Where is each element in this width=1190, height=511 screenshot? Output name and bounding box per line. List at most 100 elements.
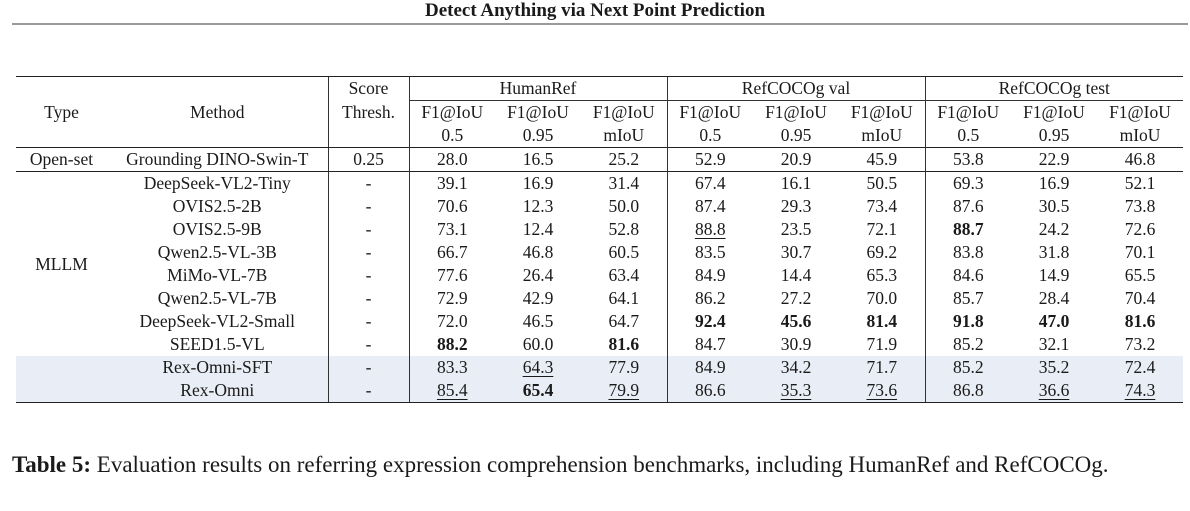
value-text: 81.4 [866,311,898,331]
value-text: 31.4 [608,173,640,193]
value-cell: 70.6 [408,195,495,218]
subheader-hr-iou-05: 0.5 [408,124,495,148]
value-cell: 73.1 [408,218,495,241]
value-text: 47.0 [1038,311,1070,331]
value-text: 81.6 [608,334,640,354]
subheader-hr-miou: F1@IoU [592,102,655,122]
group-header-refcocog-val: RefCOCOg val [666,76,925,101]
value-cell: 16.9 [495,171,581,195]
value-text: 65.3 [866,265,898,285]
subheader-val-iou-095: 0.95 [780,125,812,145]
value-text: 14.9 [1038,265,1070,285]
value-cell: 28.0 [408,147,495,172]
value-cell: 47.0 [1011,310,1097,333]
value-cell: 60.0 [495,333,581,356]
value-cell: 30.7 [753,241,839,264]
value-text: 71.9 [866,334,898,354]
method-cell: OVIS2.5-2B [172,196,262,216]
value-cell: 72.1 [839,218,925,241]
value-cell: 85.7 [924,287,1011,310]
value-text: 60.0 [522,334,554,354]
method-cell: Rex-Omni [107,379,328,403]
value-text: 79.9 [608,380,640,400]
value-cell: 42.9 [495,287,581,310]
value-cell: 16.1 [753,171,839,195]
table-caption: Table 5: Evaluation results on referring… [12,450,1184,479]
value-text: 29.3 [780,196,812,216]
table-row: OVIS2.5-9B - 73.1 12.4 52.8 88.8 23.5 72.1 88.7 2… [16,218,1183,241]
value-text: 32.1 [1038,334,1070,354]
value-text: 14.4 [780,265,812,285]
value-cell: 20.9 [753,147,839,172]
value-cell: 26.4 [495,264,581,287]
value-text: 86.8 [952,380,984,400]
subheader-hr-f1-05: F1@IoU [408,100,495,124]
value-cell: 69.3 [924,171,1011,195]
value-text: 86.6 [694,380,726,400]
value-text: 16.9 [1038,173,1070,193]
value-text: 63.4 [608,265,640,285]
value-cell: 88.8 [666,218,753,241]
value-text: 84.6 [952,265,984,285]
value-cell: 35.3 [753,379,839,403]
results-table: Type Method Score HumanRef RefCOCOg val … [16,76,1183,403]
value-text: 70.1 [1124,242,1156,262]
value-cell: 70.1 [1097,241,1183,264]
value-cell: 39.1 [408,171,495,195]
value-text: 34.2 [780,357,812,377]
value-cell: 86.8 [924,379,1011,403]
method-cell: OVIS2.5-9B [172,219,262,239]
method-cell: MiMo-VL-7B [167,265,268,285]
subheader-test-f1-095: F1@IoU [1023,102,1085,122]
value-cell: 30.5 [1011,195,1097,218]
type-header: Type [16,76,107,148]
value-cell: 28.4 [1011,287,1097,310]
table-row: SEED1.5-VL - 88.2 60.0 81.6 84.7 30.9 71.9 85.2 3… [16,333,1183,356]
value-cell: 63.4 [581,264,667,287]
value-text: 26.4 [522,265,554,285]
value-cell: 87.4 [666,195,753,218]
value-cell: 72.4 [1097,356,1183,379]
value-cell: 74.3 [1097,379,1183,403]
value-text: 72.0 [436,311,468,331]
value-cell: 64.7 [581,310,667,333]
value-cell: 72.9 [408,287,495,310]
value-text: 85.2 [952,357,984,377]
value-text: 87.4 [694,196,726,216]
value-cell: 32.1 [1011,333,1097,356]
value-cell: 69.2 [839,241,925,264]
value-cell: 83.5 [666,241,753,264]
type-cell-empty [16,356,107,379]
value-cell: 88.7 [924,218,1011,241]
value-text: 91.8 [952,311,984,331]
value-text: 69.2 [866,242,898,262]
value-cell: 65.4 [495,379,581,403]
value-text: 50.0 [608,196,640,216]
value-text: 23.5 [780,219,812,239]
value-text: 52.1 [1124,173,1156,193]
value-text: 24.2 [1038,219,1070,239]
subheader-hr-iou-095: 0.95 [522,125,554,145]
thresh-cell: 0.25 [327,147,409,172]
value-text: 71.7 [866,357,898,377]
value-text: 83.5 [694,242,726,262]
value-text: 12.4 [522,219,554,239]
value-cell: 86.6 [666,379,753,403]
value-cell: 85.2 [924,333,1011,356]
value-text: 46.8 [522,242,554,262]
subheader-val-f1-095: F1@IoU [765,102,827,122]
table-row-openset: Open-set Grounding DINO-Swin-T 0.25 28.0… [16,147,1183,172]
value-text: 92.4 [694,311,726,331]
value-cell: 73.2 [1097,333,1183,356]
value-cell: 31.4 [581,171,667,195]
value-cell: 71.7 [839,356,925,379]
method-cell: Grounding DINO-Swin-T [107,147,328,172]
value-text: 88.2 [436,334,468,354]
value-cell: 45.9 [839,147,925,172]
value-text: 83.3 [436,357,468,377]
value-cell: 46.5 [495,310,581,333]
value-cell: 79.9 [581,379,667,403]
thresh-cell: - [327,379,409,403]
value-cell: 81.6 [1097,310,1183,333]
thresh-cell: - [327,218,409,241]
